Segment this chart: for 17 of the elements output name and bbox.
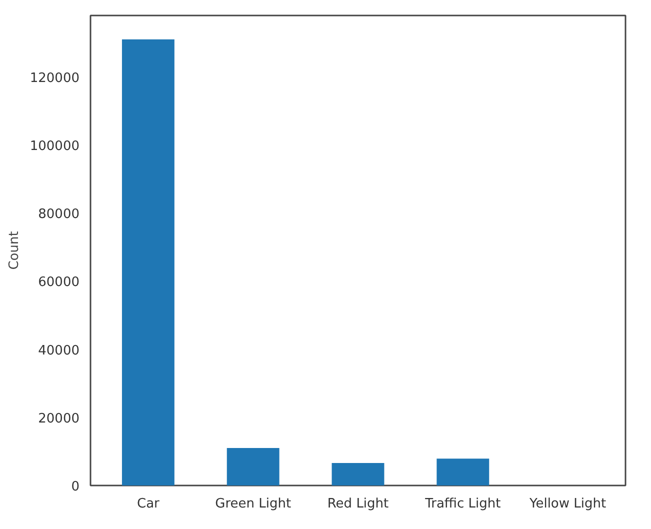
x-tick-label: Red Light [327,496,389,512]
x-tick-label: Car [137,496,160,512]
y-tick-label: 80000 [38,207,80,222]
y-tick-label: 20000 [38,411,80,426]
y-tick-label: 100000 [30,138,80,154]
y-tick-label: 0 [71,480,80,494]
x-tick-label: Traffic Light [424,496,501,512]
bar [122,39,174,486]
x-tick-label: Yellow Light [528,496,606,512]
bar [332,463,384,486]
y-tick-label: 120000 [30,70,80,86]
bar [226,448,280,486]
x-tick-label: Green Light [215,496,292,512]
y-tick-label: 60000 [38,275,80,290]
y-axis-title: Count [6,231,22,270]
bar [436,458,490,486]
y-tick-label: 40000 [38,343,80,358]
